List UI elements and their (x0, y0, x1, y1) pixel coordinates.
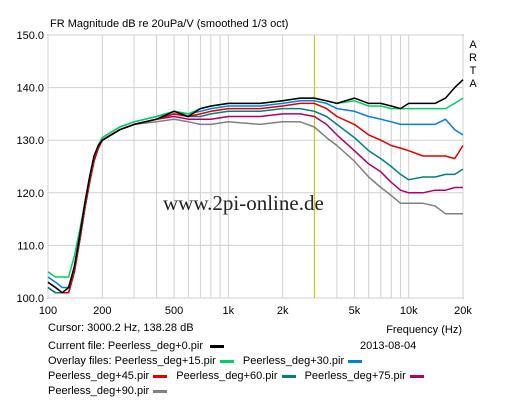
brand-letter: R (469, 52, 477, 64)
x-tick-label: 500 (165, 305, 183, 317)
current-file-label: Current file: (48, 340, 105, 352)
current-file-row: Current file: Peerless_deg+0.pir (48, 340, 230, 352)
overlay-file-name: Peerless_deg+45.pir (48, 370, 150, 382)
y-tick-label: 150.0 (16, 30, 44, 42)
series-line (47, 102, 464, 294)
y-tick-labels: 100.0 110.0 120.0 130.0 140.0 150.0 (16, 30, 44, 305)
brand-letter: A (469, 78, 477, 90)
overlay-swatch (281, 374, 296, 378)
current-file-swatch (210, 344, 225, 348)
x-tick-label: 1k (223, 305, 235, 317)
overlay-row-1: Overlay files: Peerless_deg+15.pir Peerl… (48, 355, 368, 367)
x-tick-label: 20k (454, 305, 472, 317)
y-tick-label: 120.0 (16, 188, 44, 200)
x-tick-label: 5k (349, 305, 361, 317)
overlay-file-name: Peerless_deg+60.pir (176, 370, 278, 382)
overlay-file-name: Peerless_deg+90.pir (48, 385, 150, 397)
y-tick-label: 100.0 (16, 293, 44, 305)
overlay-file-name: Peerless_deg+15.pir (114, 355, 216, 367)
series-line (47, 79, 464, 294)
overlay-swatch (409, 374, 424, 378)
x-tick-labels: 100 200 500 1k 2k 5k 10k 20k (39, 305, 473, 317)
x-axis-label: Frequency (Hz) (386, 324, 462, 336)
overlay-swatch (153, 389, 168, 393)
y-tick-label: 110.0 (17, 240, 44, 252)
brand-letter: A (469, 39, 477, 51)
y-tick-label: 140.0 (16, 83, 44, 95)
x-tick-label: 10k (400, 305, 418, 317)
watermark-text: www.2pi-online.de (163, 191, 324, 215)
overlay-row-2: Peerless_deg+45.pir Peerless_deg+60.pir … (48, 370, 430, 382)
overlay-swatch (348, 359, 363, 363)
overlay-file-name: Peerless_deg+75.pir (304, 370, 406, 382)
brand-letter: T (470, 65, 477, 77)
cursor-readout: Cursor: 3000.2 Hz, 138.28 dB (48, 322, 194, 334)
overlay-swatch (219, 359, 234, 363)
series-lines (47, 79, 464, 294)
date-label: 2013-08-04 (360, 340, 417, 352)
overlay-label: Overlay files: (48, 355, 112, 367)
x-tick-label: 2k (277, 305, 289, 317)
overlay-row-3: Peerless_deg+90.pir (48, 385, 173, 397)
x-tick-label: 200 (93, 305, 111, 317)
y-tick-label: 130.0 (16, 135, 44, 147)
chart-title: FR Magnitude dB re 20uPa/V (smoothed 1/3… (50, 18, 288, 30)
current-file-name: Peerless_deg+0.pir (107, 340, 204, 352)
overlay-swatch (153, 374, 168, 378)
overlay-file-name: Peerless_deg+30.pir (242, 355, 345, 367)
x-tick-label: 100 (39, 305, 57, 317)
